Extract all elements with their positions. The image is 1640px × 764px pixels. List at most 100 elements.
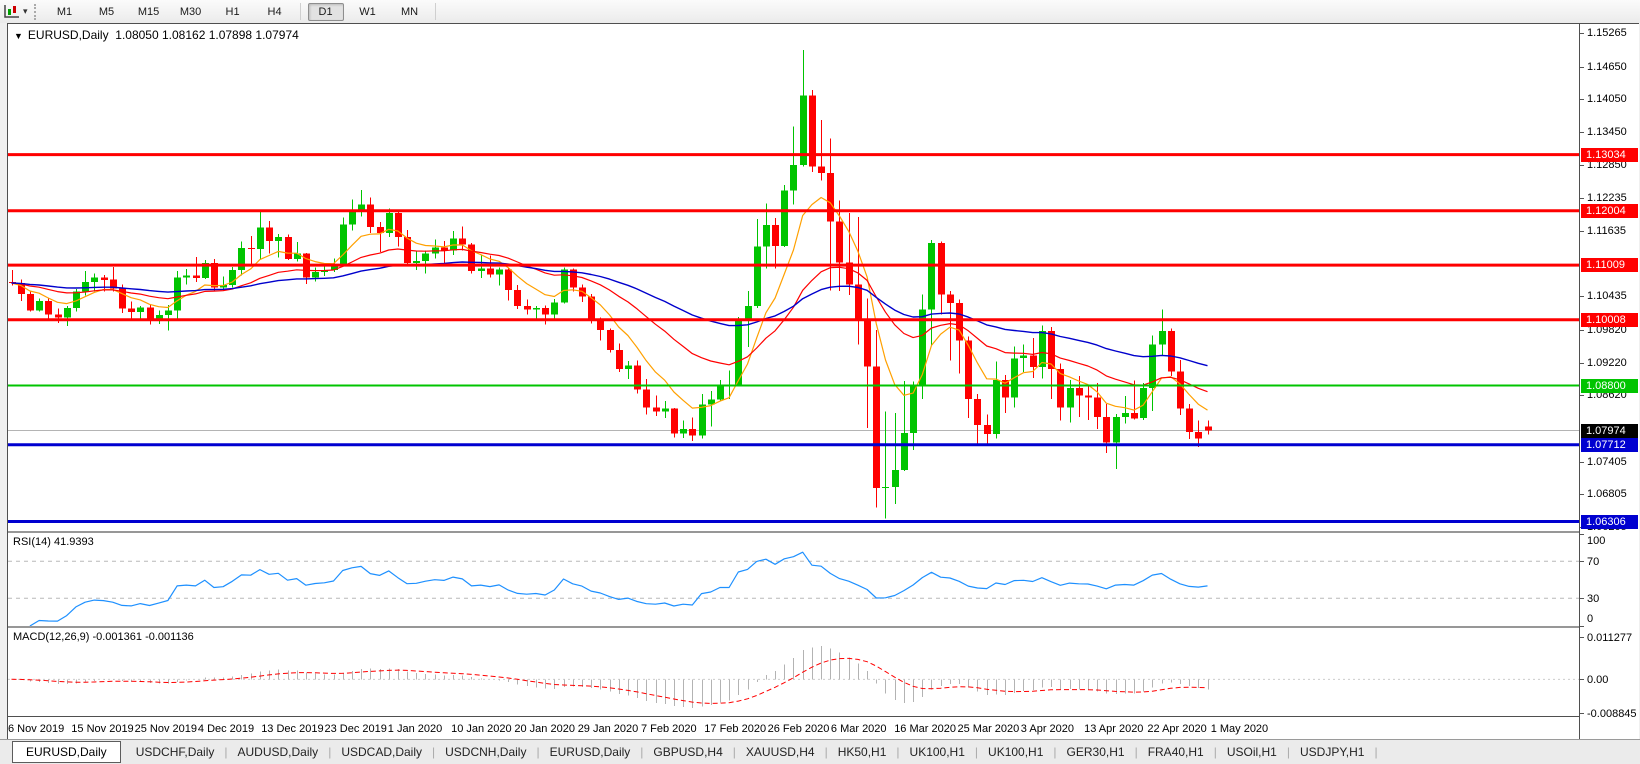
toolbar-grip[interactable] bbox=[33, 3, 39, 20]
chart-tab-usdcnh-daily[interactable]: USDCNH,Daily bbox=[445, 745, 527, 759]
time-axis-label: 3 Apr 2020 bbox=[1020, 723, 1075, 735]
macd-indicator-canvas[interactable] bbox=[8, 628, 1579, 716]
chart-tab-eurusd-daily[interactable]: EURUSD,Daily bbox=[549, 745, 631, 759]
toolbar-separator bbox=[434, 3, 436, 20]
scale-tick bbox=[1580, 679, 1584, 680]
time-axis-label: 6 Mar 2020 bbox=[830, 723, 887, 735]
chart-tab-xauusd-h4[interactable]: XAUUSD,H4 bbox=[745, 745, 815, 759]
scale-tick bbox=[1580, 626, 1584, 627]
pane-splitter[interactable] bbox=[8, 531, 1579, 533]
scale-tick bbox=[1580, 67, 1584, 68]
price-scale-label: 70 bbox=[1587, 556, 1600, 568]
price-scale-label: 0.00 bbox=[1587, 674, 1609, 686]
time-axis-label: 25 Mar 2020 bbox=[957, 723, 1020, 735]
tab-divider: | bbox=[1213, 745, 1217, 759]
chart-ohlc-quote: 1.08050 1.08162 1.07898 1.07974 bbox=[115, 28, 299, 42]
price-chart-canvas[interactable] bbox=[8, 24, 1579, 531]
price-line-label: 1.11009 bbox=[1581, 258, 1638, 272]
scale-tick bbox=[1580, 713, 1584, 714]
timeframe-button-m1[interactable]: M1 bbox=[56, 5, 73, 18]
timeframe-button-h4[interactable]: H4 bbox=[267, 5, 282, 18]
chart-tab-audusd-daily[interactable]: AUDUSD,Daily bbox=[237, 745, 319, 759]
chart-tab-usdjpy-h1[interactable]: USDJPY,H1 bbox=[1299, 745, 1365, 759]
price-scale-label: 1.12235 bbox=[1587, 192, 1627, 204]
timeframe-toolbar: ▾ M1 M5 M15 M30 H1 H4 D1 W1 MN bbox=[0, 0, 1640, 23]
rsi-label: RSI(14) 41.9393 bbox=[13, 536, 94, 548]
time-axis-label: 4 Dec 2019 bbox=[197, 723, 255, 735]
pane-splitter[interactable] bbox=[8, 626, 1579, 628]
price-scale-label: 0.011277 bbox=[1587, 632, 1633, 644]
scale-tick bbox=[1580, 132, 1584, 133]
tab-divider: | bbox=[896, 745, 900, 759]
tab-divider: | bbox=[732, 745, 736, 759]
timeframe-button-d1[interactable]: D1 bbox=[307, 2, 344, 21]
chart-tab-uk100-h1[interactable]: UK100,H1 bbox=[988, 745, 1044, 759]
chart-tab-usdcad-daily[interactable]: USDCAD,Daily bbox=[341, 745, 422, 759]
timeframe-button-w1[interactable]: W1 bbox=[359, 5, 376, 18]
chart-tab-usoil-h1[interactable]: USOil,H1 bbox=[1226, 745, 1277, 759]
price-scale-label: 1.13450 bbox=[1587, 126, 1627, 138]
tab-divider: | bbox=[536, 745, 540, 759]
price-scale-label: 1.12850 bbox=[1587, 159, 1627, 171]
time-axis-label: 17 Feb 2020 bbox=[704, 723, 767, 735]
time-axis-label: 13 Dec 2019 bbox=[261, 723, 324, 735]
chart-symbol-period: EURUSD,Daily bbox=[27, 28, 109, 42]
price-scale-label: 1.10435 bbox=[1587, 290, 1627, 302]
price-scale-label: 1.09820 bbox=[1587, 324, 1627, 336]
price-scale[interactable]: 1.15265 1.14650 1.14050 1.13450 1.12850 1.122… bbox=[1579, 24, 1639, 739]
time-axis-label: 22 Apr 2020 bbox=[1147, 723, 1207, 735]
chart-title: ▼ EURUSD,Daily 1.08050 1.08162 1.07898 1.… bbox=[14, 28, 299, 42]
charts-toolbar-button[interactable]: ▾ bbox=[3, 4, 31, 19]
price-line-label: 1.08800 bbox=[1581, 379, 1638, 393]
tab-divider: | bbox=[432, 745, 436, 759]
time-axis-label: 13 Apr 2020 bbox=[1084, 723, 1144, 735]
price-scale-label: 1.11635 bbox=[1587, 225, 1626, 237]
scale-tick bbox=[1580, 165, 1584, 166]
scale-tick bbox=[1580, 296, 1584, 297]
time-axis[interactable]: 6 Nov 2019 15 Nov 2019 25 Nov 2019 4 Dec 20… bbox=[8, 717, 1579, 739]
price-scale-label: 1.09220 bbox=[1587, 357, 1627, 369]
chart-tab-fra40-h1[interactable]: FRA40,H1 bbox=[1147, 745, 1204, 759]
chart-tab-hk50-h1[interactable]: HK50,H1 bbox=[837, 745, 887, 759]
timeframe-button-h1[interactable]: H1 bbox=[225, 5, 240, 18]
time-axis-label: 25 Nov 2019 bbox=[134, 723, 197, 735]
collapse-triangle-icon[interactable]: ▼ bbox=[14, 31, 23, 41]
timeframe-button-mn[interactable]: MN bbox=[400, 5, 419, 18]
scale-tick bbox=[1580, 561, 1584, 562]
macd-label: MACD(12,26,9) -0.001361 -0.001136 bbox=[13, 631, 194, 643]
current-price-label: 1.07974 bbox=[1581, 424, 1638, 438]
price-line-label: 1.12004 bbox=[1581, 204, 1638, 218]
scale-tick bbox=[1580, 462, 1584, 463]
timeframe-button-m15[interactable]: M15 bbox=[137, 5, 160, 18]
scale-tick bbox=[1580, 534, 1584, 535]
time-axis-label: 16 Mar 2020 bbox=[894, 723, 956, 735]
time-axis-label: 7 Feb 2020 bbox=[641, 723, 697, 735]
chart-tab-bar: EURUSD,Daily USDCHF,Daily | AUDUSD,Daily | US… bbox=[0, 739, 1640, 764]
tab-divider: | bbox=[1286, 745, 1290, 759]
chart-tab-eurusd-daily[interactable]: EURUSD,Daily bbox=[12, 741, 121, 763]
timeframe-button-m30[interactable]: M30 bbox=[179, 5, 202, 18]
price-line-label: 1.07712 bbox=[1581, 438, 1638, 452]
scale-tick bbox=[1580, 363, 1584, 364]
scale-tick bbox=[1580, 231, 1584, 232]
price-scale-label: 100 bbox=[1587, 535, 1606, 547]
price-scale-label: 0 bbox=[1587, 613, 1594, 625]
chart-window: ▼ EURUSD,Daily 1.08050 1.08162 1.07898 1.… bbox=[7, 23, 1639, 739]
rsi-indicator-canvas[interactable] bbox=[8, 533, 1579, 626]
price-line-label: 1.13034 bbox=[1581, 148, 1638, 162]
price-scale-label: 1.15265 bbox=[1587, 27, 1627, 39]
dropdown-caret-icon[interactable]: ▾ bbox=[23, 6, 28, 16]
chart-tab-uk100-h1[interactable]: UK100,H1 bbox=[909, 745, 965, 759]
time-axis-separator bbox=[8, 716, 1639, 717]
tab-divider: | bbox=[328, 745, 332, 759]
time-axis-label: 26 Feb 2020 bbox=[767, 723, 830, 735]
timeframe-button-m5[interactable]: M5 bbox=[98, 5, 115, 18]
scale-tick bbox=[1580, 99, 1584, 100]
chart-tab-usdchf-daily[interactable]: USDCHF,Daily bbox=[135, 745, 215, 759]
chart-tab-ger30-h1[interactable]: GER30,H1 bbox=[1066, 745, 1125, 759]
time-axis-label: 1 May 2020 bbox=[1210, 723, 1269, 735]
price-line-label: 1.10008 bbox=[1581, 313, 1638, 327]
chart-tab-gbpusd-h4[interactable]: GBPUSD,H4 bbox=[653, 745, 723, 759]
price-scale-label: -0.008845 bbox=[1587, 708, 1637, 720]
